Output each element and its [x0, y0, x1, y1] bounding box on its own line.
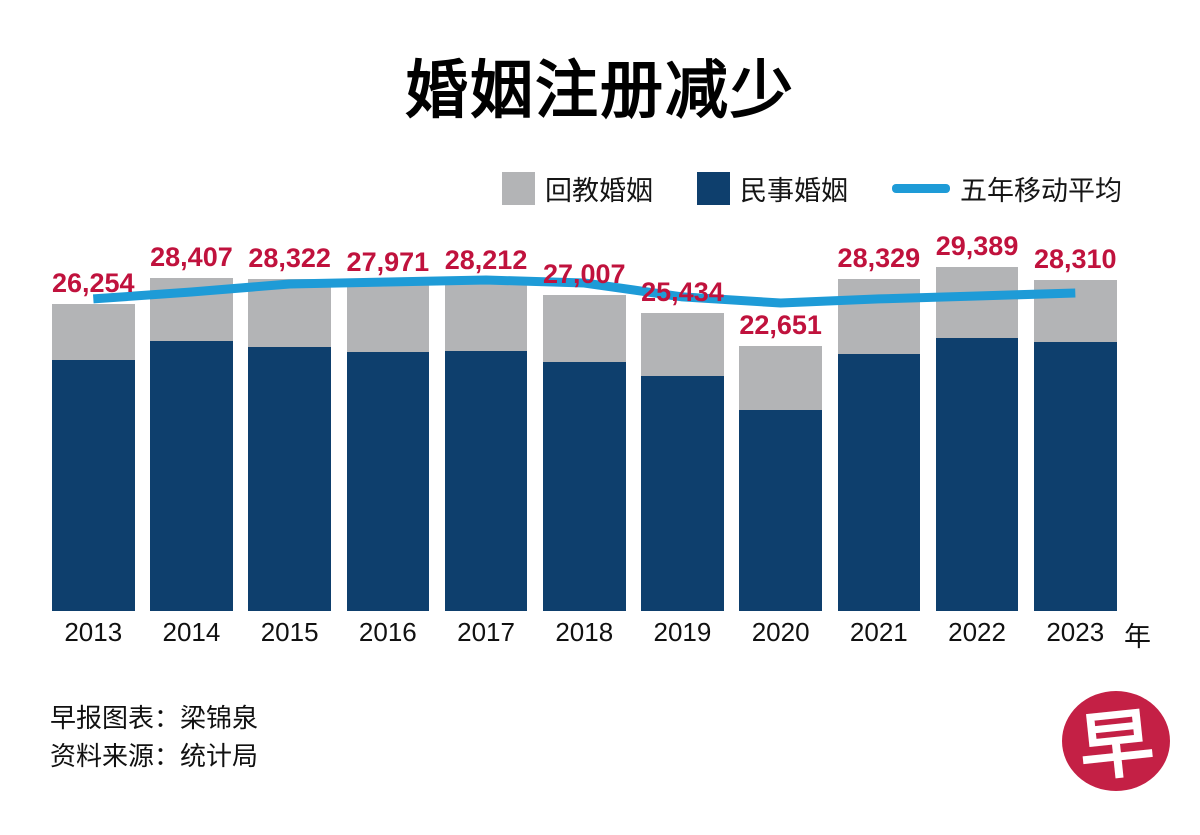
x-axis-year-label: 2023: [1046, 617, 1105, 647]
bar-segment-civil: [543, 362, 626, 611]
bar-total-label: 28,212: [444, 244, 528, 275]
legend-label-muslim: 回教婚姻: [545, 176, 653, 206]
bar-segment-muslim: [837, 279, 921, 354]
bar-segment-muslim: [444, 280, 528, 352]
x-axis-year-label: 2021: [849, 617, 908, 647]
x-axis-year-label: 2014: [162, 617, 221, 647]
bar-segment-muslim: [346, 283, 430, 353]
x-axis-year-label: 2022: [948, 617, 1006, 647]
muslim-swatch-icon: [502, 172, 535, 205]
x-axis-year-label: 2017: [457, 617, 515, 647]
x-axis-year-label: 2016: [358, 617, 417, 647]
bar-segment-civil: [935, 338, 1019, 611]
legend: 回教婚姻 民事婚姻 五年移动平均: [502, 169, 1122, 208]
bar-total-label: 22,651: [739, 309, 822, 340]
bar-total-label: 28,407: [150, 242, 233, 273]
bar-segment-muslim: [52, 303, 135, 360]
x-axis-year-label: 2015: [260, 617, 319, 647]
bar-segment-civil: [346, 352, 430, 611]
bar-segment-muslim: [641, 313, 724, 377]
footer: 早报图表：梁锦泉 资料来源：统计局: [50, 699, 258, 775]
civil-swatch-icon: [697, 172, 730, 205]
legend-label-moving-avg: 五年移动平均: [960, 176, 1122, 206]
bar-total-label: 27,971: [346, 247, 430, 278]
zaobao-logo: 早: [1062, 691, 1170, 791]
x-axis-year-label: 2013: [64, 617, 123, 647]
bar-total-label: 27,007: [542, 258, 626, 289]
x-axis-year-label: 2019: [653, 617, 712, 647]
bar-segment-civil: [1034, 342, 1117, 611]
bar-segment-civil: [641, 376, 724, 611]
bar-total-label: 25,434: [641, 277, 724, 308]
bar-total-label: 28,322: [248, 243, 331, 274]
bar-segment-muslim: [935, 266, 1019, 339]
legend-label-civil: 民事婚姻: [740, 176, 848, 206]
bar-segment-muslim: [739, 345, 822, 411]
bar-total-label: 29,389: [935, 230, 1019, 261]
legend-item-moving-avg: 五年移动平均: [892, 169, 1122, 208]
footer-credit: 早报图表：梁锦泉: [50, 703, 259, 733]
bar-total-label: 26,254: [51, 267, 135, 298]
x-axis-year-label: 2018: [555, 617, 614, 647]
bar-segment-muslim: [543, 294, 626, 363]
bar-total-label: 28,329: [837, 243, 921, 274]
x-axis-unit-label: 年: [1124, 622, 1151, 652]
bar-segment-civil: [444, 351, 528, 611]
bar-segment-civil: [150, 341, 233, 611]
bar-total-label: 28,310: [1033, 243, 1117, 274]
footer-source: 资料来源：统计局: [50, 741, 259, 771]
bar-segment-civil: [837, 353, 921, 611]
moving-average-polyline: [92, 275, 1076, 308]
bar-segment-civil: [52, 359, 135, 611]
legend-item-muslim: 回教婚姻: [502, 169, 653, 208]
legend-item-civil: 民事婚姻: [697, 169, 848, 208]
bar-segment-civil: [248, 346, 331, 611]
moving-avg-line-icon: [892, 184, 950, 193]
page-title: 婚姻注册减少: [405, 56, 795, 126]
x-axis-year-label: 2020: [751, 617, 810, 647]
bar-segment-civil: [739, 410, 822, 611]
